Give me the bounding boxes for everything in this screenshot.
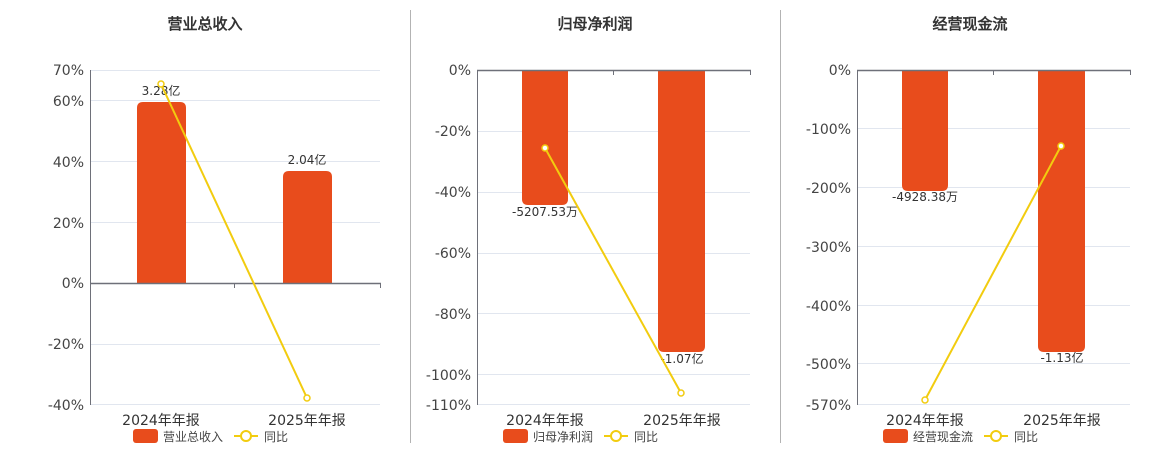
legend-line-icon: [240, 430, 252, 442]
legend-label[interactable]: 营业总收入: [163, 430, 223, 444]
chart-revenue: 70% 60% 40% 20% 0% -20% -40% 3.28亿 2.04亿…: [48, 63, 381, 444]
yoy-line: [924, 145, 1062, 401]
y-tick: -500%: [806, 357, 851, 373]
legend-label[interactable]: 归母净利润: [533, 430, 593, 444]
y-tick: 20%: [53, 216, 84, 232]
bar-2024[interactable]: [902, 70, 948, 191]
y-tick: 60%: [53, 94, 84, 110]
legend: 经营现金流 同比: [883, 429, 1038, 444]
bar-2025[interactable]: [1038, 70, 1085, 352]
bar-value-label: -1.13亿: [1040, 350, 1083, 365]
y-tick: -20%: [435, 124, 471, 140]
legend-bar-swatch[interactable]: [503, 429, 528, 443]
chart-title: 经营现金流: [932, 15, 1008, 33]
yoy-point[interactable]: [157, 80, 165, 88]
y-tick: -400%: [806, 299, 851, 315]
x-category-label: 2025年年报: [1023, 413, 1101, 429]
bar-2024[interactable]: [522, 70, 568, 205]
y-tick: -100%: [806, 122, 851, 138]
yoy-point[interactable]: [541, 144, 549, 152]
panel-divider: [410, 10, 411, 443]
chart-net-profit: 0% -20% -40% -60% -80% -100% -110% -5207…: [426, 63, 751, 444]
y-tick: 0%: [829, 63, 851, 79]
yoy-point[interactable]: [1057, 142, 1065, 150]
x-category-label: 2024年年报: [122, 413, 200, 429]
chart-panel-revenue: 营业总收入: [0, 0, 410, 450]
bar-value-label: -5207.53万: [512, 205, 578, 219]
y-tick: -40%: [435, 185, 471, 201]
chart-title: 营业总收入: [167, 15, 243, 33]
chart-panel-net-profit: 归母净利润: [410, 0, 780, 450]
legend-line-icon: [610, 430, 622, 442]
y-tick: -110%: [426, 398, 471, 414]
grid-lines: [90, 70, 380, 405]
x-category-label: 2025年年报: [643, 413, 721, 429]
y-axis-labels: 70% 60% 40% 20% 0% -20% -40%: [48, 63, 84, 414]
y-tick: -100%: [426, 368, 471, 384]
y-tick: -60%: [435, 246, 471, 262]
yoy-point[interactable]: [677, 389, 685, 397]
legend-bar-swatch[interactable]: [133, 429, 158, 443]
y-tick: 70%: [53, 63, 84, 79]
bar-value-label: 3.28亿: [142, 83, 181, 98]
y-tick: -200%: [806, 181, 851, 197]
bar-2025[interactable]: [658, 70, 705, 352]
y-axis-labels: 0% -100% -200% -300% -400% -500% -570%: [806, 63, 851, 414]
chart-title: 归母净利润: [557, 15, 633, 33]
y-tick: -300%: [806, 240, 851, 256]
panel-divider: [780, 10, 781, 443]
yoy-line: [544, 147, 682, 394]
bar-value-label: -4928.38万: [892, 190, 958, 204]
grid-lines: [477, 131, 750, 405]
y-tick: -40%: [48, 398, 84, 414]
bar-value-label: 2.04亿: [288, 152, 327, 167]
yoy-point[interactable]: [303, 394, 311, 402]
y-tick: 40%: [53, 155, 84, 171]
legend-label[interactable]: 经营现金流: [913, 429, 973, 444]
legend-line-icon: [990, 430, 1002, 442]
legend-label[interactable]: 同比: [634, 430, 658, 444]
bar-value-label: -1.07亿: [660, 351, 703, 366]
chart-cash-flow: 0% -100% -200% -300% -400% -500% -570% -…: [806, 63, 1131, 444]
legend: 归母净利润 同比: [503, 429, 658, 444]
y-tick: 0%: [449, 63, 471, 79]
x-category-label: 2024年年报: [886, 413, 964, 429]
y-tick: -80%: [435, 307, 471, 323]
legend-label[interactable]: 同比: [1014, 430, 1038, 444]
y-tick: -20%: [48, 337, 84, 353]
grid-lines: [857, 128, 1130, 405]
x-category-label: 2025年年报: [268, 413, 346, 429]
y-axis-labels: 0% -20% -40% -60% -80% -100% -110%: [426, 63, 471, 414]
y-tick: 0%: [62, 276, 84, 292]
legend: 营业总收入 同比: [133, 429, 288, 444]
bar-2024[interactable]: [137, 102, 186, 283]
chart-panel-cash-flow: 经营现金流: [780, 0, 1160, 450]
yoy-line: [160, 83, 308, 399]
y-tick: -570%: [806, 398, 851, 414]
x-category-label: 2024年年报: [506, 413, 584, 429]
bar-2025[interactable]: [283, 171, 332, 283]
legend-bar-swatch[interactable]: [883, 429, 908, 443]
yoy-point[interactable]: [921, 396, 929, 404]
legend-label[interactable]: 同比: [264, 430, 288, 444]
